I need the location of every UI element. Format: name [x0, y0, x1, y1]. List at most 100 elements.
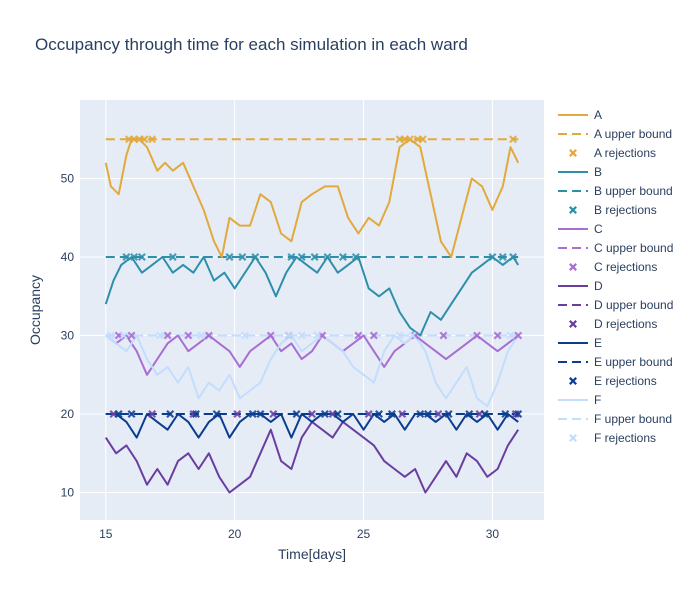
- legend-label: C: [594, 222, 603, 236]
- series-e-rejections-point: [480, 410, 489, 418]
- series-e-rejections-point: [192, 410, 200, 418]
- legend-item-c-upper-bound[interactable]: C upper bound: [558, 241, 673, 255]
- series-a-rejections-point: [418, 135, 427, 144]
- series-e-rejections-point: [248, 410, 257, 418]
- series-b-rejections-point: [137, 253, 146, 261]
- legend-item-b-rejections[interactable]: B rejections: [569, 203, 657, 217]
- legend-label: C rejections: [594, 260, 657, 274]
- series-c-rejections-point: [266, 331, 275, 340]
- legend-label: E upper bound: [594, 355, 673, 369]
- series-a-rejections-point: [509, 135, 518, 144]
- legend-swatch: [569, 434, 577, 442]
- series-d-rejections-point: [434, 410, 443, 418]
- legend-item-a[interactable]: A: [558, 108, 602, 122]
- y-axis-title: Occupancy: [27, 275, 43, 345]
- legend-item-d[interactable]: D: [558, 279, 603, 293]
- series-e-rejections-point: [320, 410, 329, 418]
- series-e-rejections-point: [416, 410, 425, 418]
- legend-item-c[interactable]: C: [558, 222, 603, 236]
- series-c-rejections-point: [439, 331, 448, 340]
- series-e-rejections-point: [444, 410, 453, 418]
- legend-item-c-rejections[interactable]: C rejections: [569, 260, 658, 274]
- plot-area: [80, 100, 544, 520]
- series-c-rejections-point: [369, 331, 378, 340]
- series-d-rejections-point: [364, 410, 373, 418]
- legend-item-a-upper-bound[interactable]: A upper bound: [558, 127, 672, 141]
- y-tick-label: 50: [61, 172, 75, 186]
- series-c-rejections-point: [354, 331, 363, 340]
- series-e-rejections-point: [127, 410, 136, 418]
- chart-title: Occupancy through time for each simulati…: [35, 35, 468, 54]
- series-a-rejections-point: [140, 135, 149, 144]
- series-b-rejections-point: [251, 253, 260, 261]
- series-b-rejections-point: [351, 253, 360, 261]
- series-e-rejections-point: [114, 410, 123, 418]
- series-a-rejections-point: [148, 135, 157, 144]
- series-c-rejections-point: [472, 331, 481, 340]
- legend-item-b[interactable]: B: [558, 165, 602, 179]
- series-d-rejections-point: [148, 410, 157, 418]
- legend-item-d-rejections[interactable]: D rejections: [569, 317, 658, 331]
- series-e-rejections-point: [333, 410, 342, 418]
- legend-item-e-upper-bound[interactable]: E upper bound: [558, 355, 673, 369]
- series-a-rejections-point: [405, 135, 414, 144]
- series-layer: [104, 135, 523, 494]
- legend-swatch: [569, 263, 577, 271]
- legend-label: F rejections: [594, 431, 656, 445]
- legend-item-d-upper-bound[interactable]: D upper bound: [558, 298, 673, 312]
- series-f-rejections-point: [297, 331, 306, 340]
- series-c-rejections-point: [163, 331, 172, 340]
- legend-swatch: [569, 320, 577, 328]
- legend-label: E: [594, 336, 602, 350]
- y-tick-label: 20: [61, 407, 75, 421]
- legend-label: C upper bound: [594, 241, 673, 255]
- legend-label: F: [594, 393, 601, 407]
- legend-item-e[interactable]: E: [558, 336, 602, 350]
- series-e-rejections-point: [212, 410, 221, 418]
- legend-item-f-upper-bound[interactable]: F upper bound: [558, 412, 672, 426]
- legend-label: E rejections: [594, 374, 657, 388]
- legend-swatch: [569, 206, 577, 214]
- legend-label: D: [594, 279, 603, 293]
- series-d-rejections-point: [233, 410, 242, 418]
- x-tick-label: 15: [99, 527, 113, 541]
- series-f-rejections-point: [408, 331, 417, 340]
- series-c-line: [105, 334, 519, 376]
- series-f-rejections-point: [395, 331, 404, 340]
- y-tick-label: 30: [61, 329, 75, 343]
- legend-item-a-rejections[interactable]: A rejections: [569, 146, 656, 160]
- series-c-rejections-point: [184, 331, 193, 340]
- series-e-rejections-point: [256, 410, 265, 418]
- series-e-rejections-point: [375, 410, 384, 418]
- legend-label: D rejections: [594, 317, 657, 331]
- series-d-rejections-point: [308, 410, 316, 418]
- legend-swatch: [569, 377, 577, 385]
- legend-item-f[interactable]: F: [558, 393, 601, 407]
- series-b-rejections-point: [122, 253, 131, 261]
- series-e-rejections-point: [166, 410, 175, 418]
- series-f-rejections-point: [506, 331, 515, 340]
- series-f-rejections-point: [106, 331, 115, 340]
- series-b-rejections-point: [323, 253, 332, 261]
- x-tick-label: 30: [486, 527, 500, 541]
- legend-label: B upper bound: [594, 184, 673, 198]
- series-b-rejections-point: [338, 253, 347, 261]
- legend-label: F upper bound: [594, 412, 672, 426]
- axis-ticks: 15 20 25 30 10 20 30 40 50: [61, 172, 500, 541]
- legend-label: A: [594, 108, 602, 122]
- legend-label: B rejections: [594, 203, 657, 217]
- series-f-line: [105, 334, 520, 408]
- legend-swatch: [569, 149, 577, 157]
- series-b-rejections-point: [310, 253, 319, 261]
- series-e-rejections-point: [292, 410, 301, 418]
- series-f-rejections-point: [197, 331, 206, 340]
- y-tick-label: 40: [61, 250, 75, 264]
- legend-item-e-rejections[interactable]: E rejections: [569, 374, 657, 388]
- legend-item-f-rejections[interactable]: F rejections: [569, 431, 656, 445]
- x-axis-title: Time[days]: [278, 546, 346, 562]
- series-b-rejections-point: [168, 253, 177, 261]
- legend-label: D upper bound: [594, 298, 673, 312]
- legend-item-b-upper-bound[interactable]: B upper bound: [558, 184, 673, 198]
- series-e-rejections-point: [501, 410, 510, 418]
- series-e-rejections-point: [465, 410, 474, 418]
